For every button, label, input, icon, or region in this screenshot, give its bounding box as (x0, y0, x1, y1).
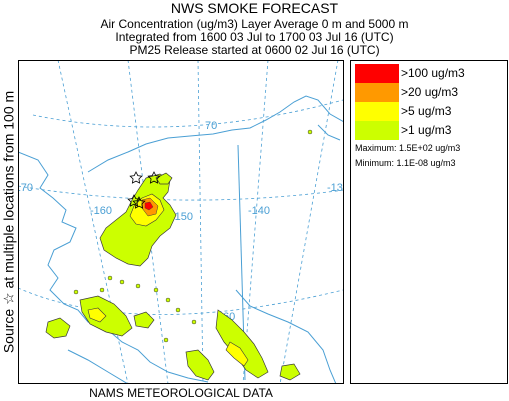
legend-swatch-gt1 (355, 121, 399, 140)
plume-north-gt1 (155, 172, 173, 185)
patch (153, 287, 159, 293)
longitude-130-line (279, 60, 339, 384)
legend: >100 ug/m3 >20 ug/m3 >5 ug/m3 >1 ug/m3 M… (350, 60, 508, 384)
scattered-patches (73, 129, 313, 343)
northern-coast (87, 95, 344, 173)
data-source-footer: NAMS METEOROLOGICAL DATA (89, 386, 273, 400)
legend-label-gt5: >5 ug/m3 (401, 104, 452, 118)
longitude-140-line (242, 60, 269, 384)
longitude-150-line (197, 60, 204, 384)
map-frame (18, 60, 344, 384)
forecast-title: NWS SMOKE FORECAST (170, 0, 339, 16)
plume-center-gt1 (133, 311, 155, 329)
patch (119, 279, 125, 285)
patch (107, 275, 113, 281)
island-coast (317, 124, 341, 141)
plume-main-gt100 (144, 201, 154, 211)
western-coast (18, 151, 209, 383)
patch (175, 307, 181, 313)
patch (99, 287, 105, 293)
patch (73, 289, 79, 295)
legend-swatch-gt20 (355, 83, 399, 102)
plume-south-gt1 (185, 349, 215, 381)
legend-minimum: Minimum: 1.1E-08 ug/m3 (355, 158, 456, 168)
graticule-labels: -170 -160 -150 -140 -130 70 60 (18, 120, 344, 323)
latitude-60-line (18, 287, 344, 315)
plume-southwest-gt5 (87, 307, 107, 323)
lon-label-140: -140 (248, 205, 270, 217)
source-star-icon (132, 196, 146, 209)
patch (163, 337, 169, 343)
plume-southeast-gt1 (215, 309, 269, 379)
legend-frame (350, 60, 508, 384)
legend-frame-svg (350, 60, 508, 384)
release-start: PM25 Release started at 0600 02 Jul 16 (… (129, 43, 380, 57)
patch (135, 283, 141, 289)
patch (307, 129, 313, 135)
legend-label-gt100: >100 ug/m3 (401, 66, 465, 80)
plume-southeast-gt5 (225, 341, 249, 367)
lon-label-170: -170 (18, 182, 33, 194)
source-side-label-container: Source ☆ at multiple locations from 100 … (1, 60, 17, 384)
patch (165, 297, 171, 303)
lon-label-130: -130 (327, 182, 344, 194)
plume-far-south-gt1 (279, 363, 301, 381)
smoke-map: -170 -160 -150 -140 -130 70 60 (18, 60, 344, 384)
southern-coast (235, 289, 337, 384)
source-star-icon (147, 171, 161, 184)
plume-west-gt1 (45, 317, 71, 339)
latitude-65-line (18, 185, 344, 201)
lat-label-70: 70 (205, 120, 217, 132)
legend-swatch-gt5 (355, 102, 399, 121)
legend-maximum: Maximum: 1.5E+02 ug/m3 (355, 143, 461, 153)
integration-period: Integrated from 1600 03 Jul to 1700 03 J… (115, 30, 394, 44)
lon-label-150: -150 (171, 211, 193, 223)
legend-label-gt1: >1 ug/m3 (401, 123, 452, 137)
legend-label-gt20: >20 ug/m3 (401, 85, 459, 99)
patch (191, 319, 197, 325)
source-star-icon (127, 194, 141, 207)
source-markers (127, 171, 161, 209)
map-canvas: -170 -160 -150 -140 -130 70 60 (18, 60, 344, 384)
lon-label-160: -160 (90, 205, 112, 217)
plume-gt100 (144, 201, 154, 211)
aleutian-coast (67, 349, 129, 384)
map-background (18, 60, 344, 384)
legend-swatch-gt100 (355, 64, 399, 83)
source-side-label: Source ☆ at multiple locations from 100 … (0, 90, 17, 354)
concentration-subtitle: Air Concentration (ug/m3) Layer Average … (100, 17, 409, 31)
source-star-icon (129, 171, 143, 184)
